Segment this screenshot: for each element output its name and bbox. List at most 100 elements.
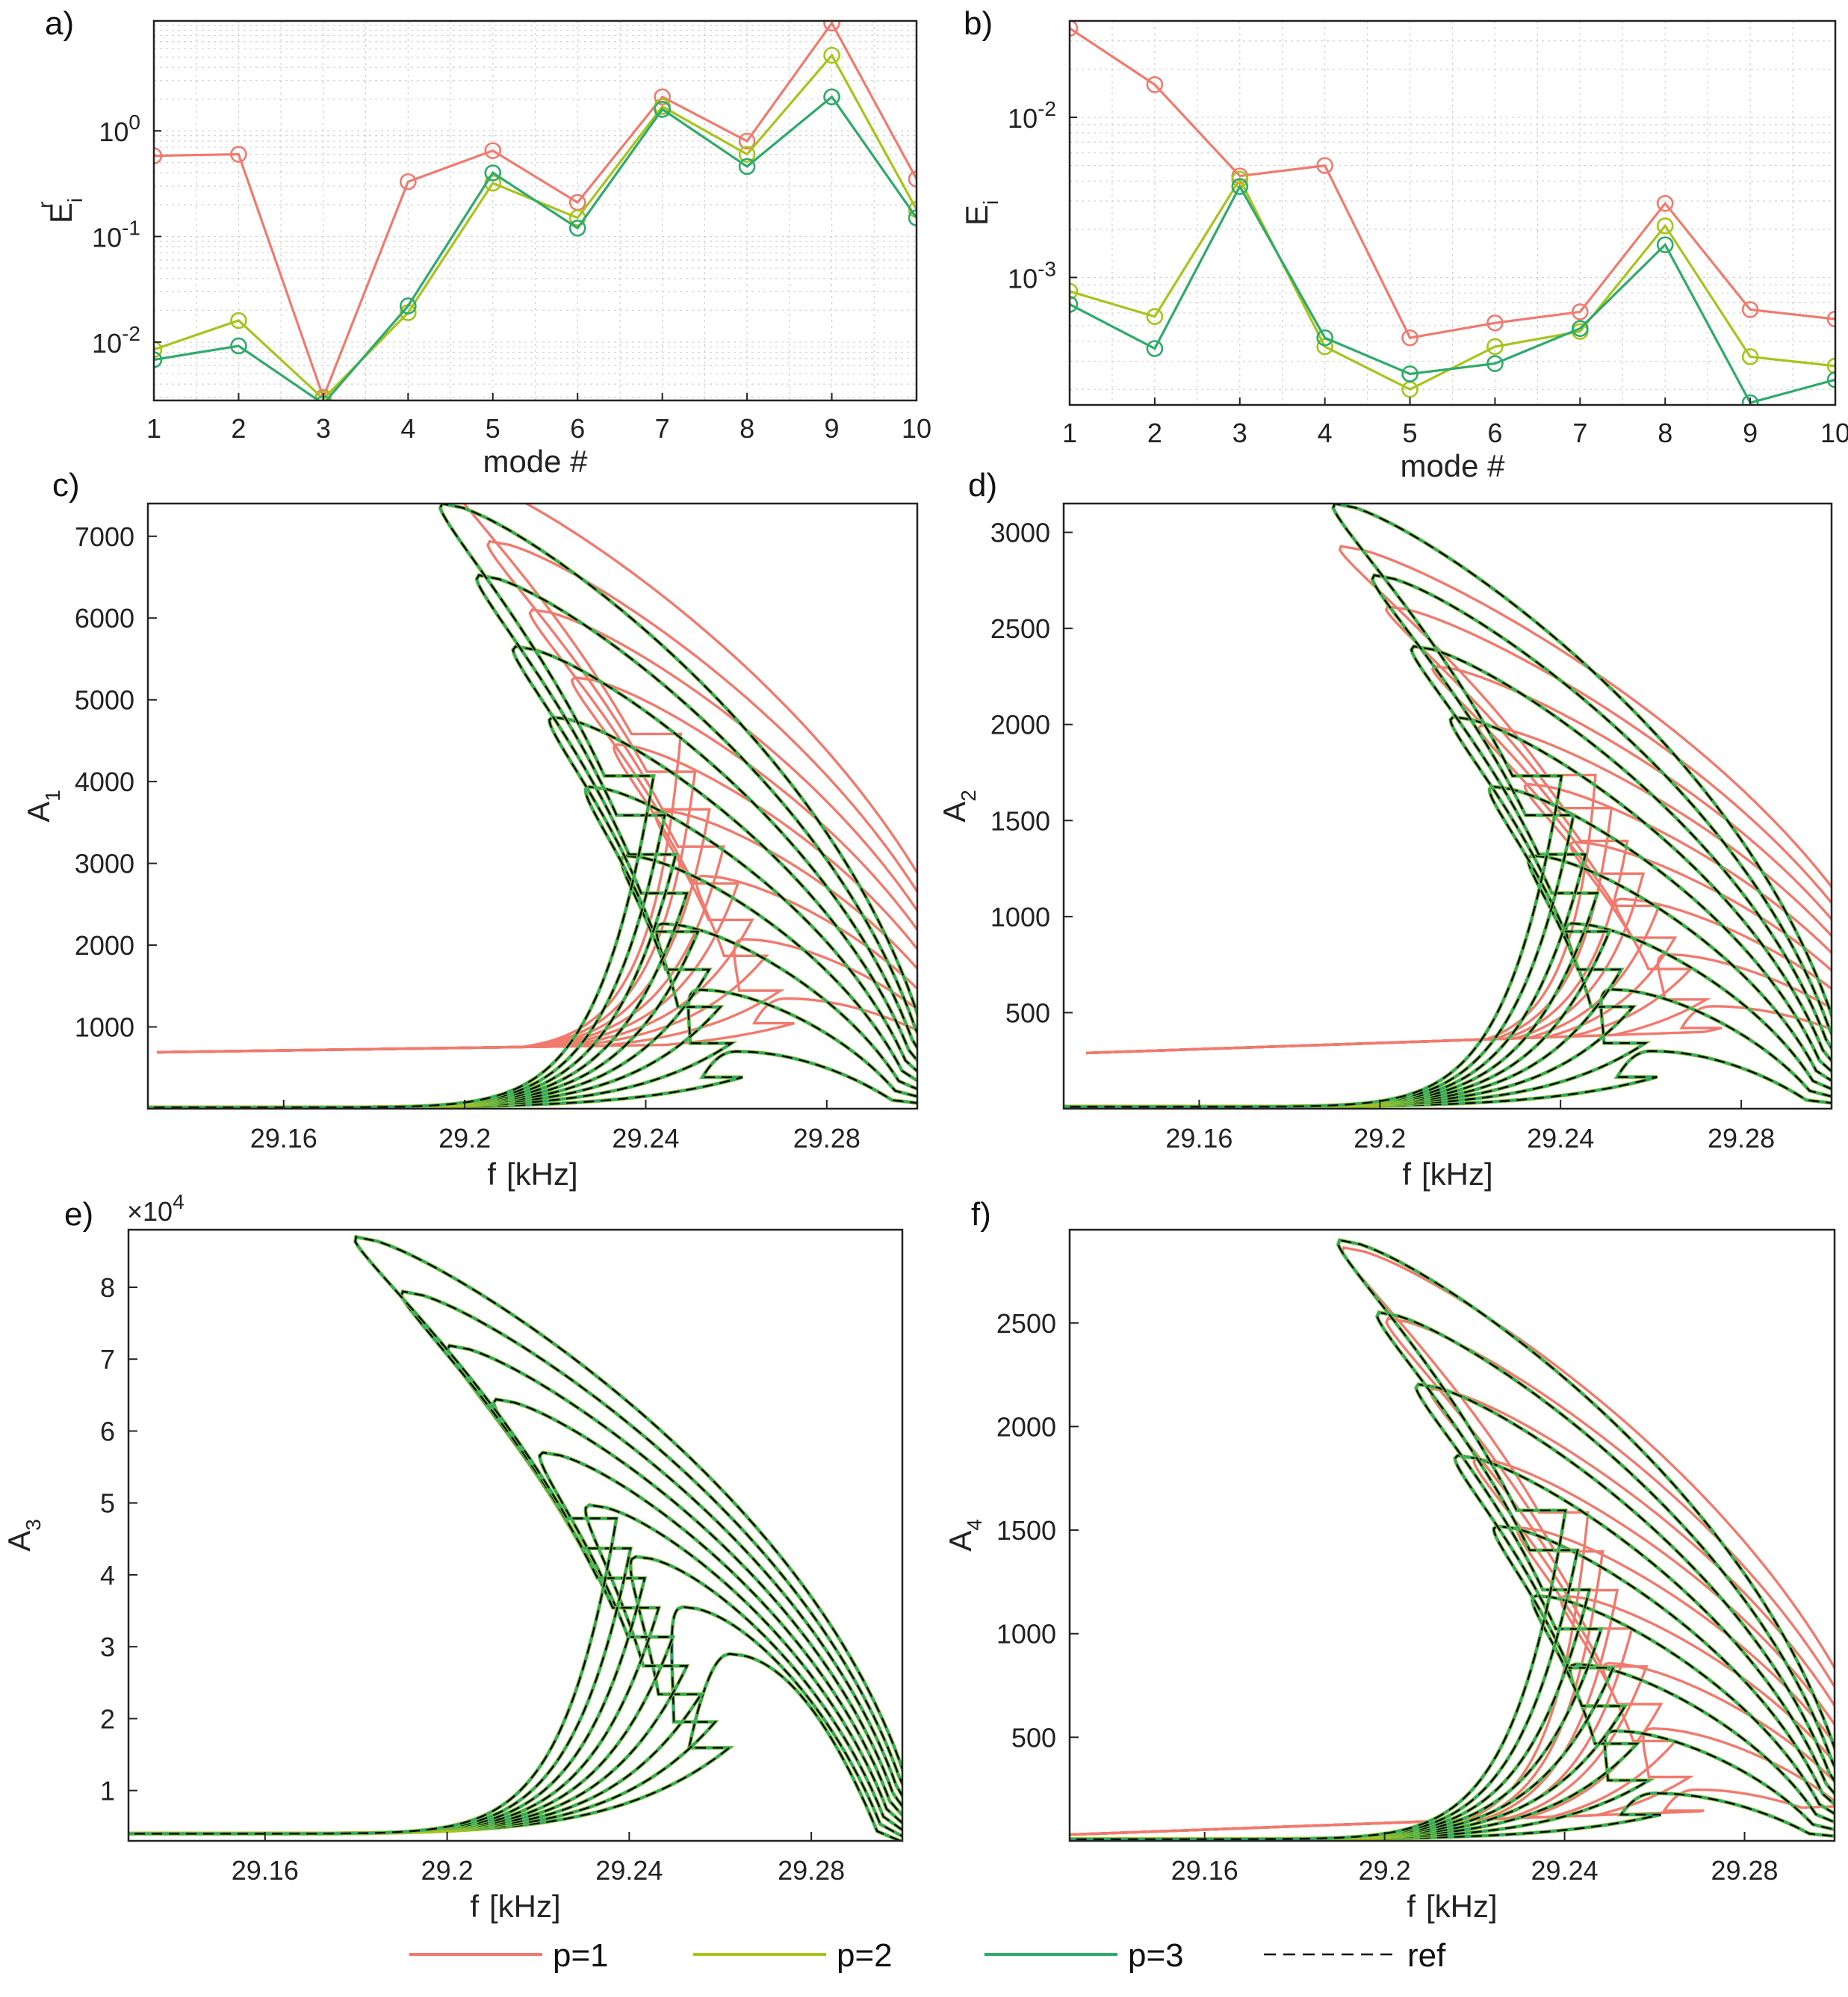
frc-curve-p1 <box>1070 1457 1835 1836</box>
frc-curve-p3 <box>148 504 917 1109</box>
panel-label: c) <box>52 467 80 504</box>
frc-curve-ref <box>1064 922 1832 1108</box>
panel-e: 29.16 29.2 29.24 29.28 1 2 3 4 5 6 7 8 ×104 f [kHz] A3 e… <box>1 1190 904 1924</box>
y-tick-label: 2000 <box>990 710 1050 740</box>
data-point-p3 <box>154 351 163 368</box>
frc-curve-p1 <box>1085 545 1832 1055</box>
frc-curve-p3 <box>1064 854 1832 1109</box>
frc-curve-ref <box>148 504 917 1109</box>
panel-c: 29.16 29.2 29.24 29.28 1000 2000 3000 4000 5000 6… <box>21 467 919 1192</box>
frc-curve-ref <box>128 1606 902 1838</box>
x-axis-label: mode # <box>1400 448 1505 483</box>
frc-curve-ref <box>1064 504 1832 1108</box>
frc-curve-ref <box>148 645 917 1109</box>
data-point-p3 <box>1826 371 1835 388</box>
y-axis-label: A1 <box>21 790 64 823</box>
frc-curve-p1 <box>1070 1526 1835 1836</box>
frc-curve-p2 <box>1064 714 1832 1109</box>
x-tick-label: 8 <box>1658 418 1672 448</box>
y-tick-label: 2000 <box>75 930 134 961</box>
frc-curve-ref <box>128 1555 902 1835</box>
data-point-p2 <box>823 46 840 64</box>
data-point-p1 <box>738 132 756 150</box>
y-tick-label: 10-3 <box>1008 257 1056 294</box>
data-point-p3 <box>1070 296 1079 313</box>
data-point-p2 <box>1656 217 1674 235</box>
panel-label: b) <box>964 5 993 42</box>
x-tick-label: 29.16 <box>250 1123 317 1154</box>
data-point-p2 <box>154 341 163 359</box>
frc-curve-p2 <box>1070 1453 1835 1841</box>
series-line-p3 <box>1070 184 1835 404</box>
frc-curve-ref <box>1070 1311 1835 1840</box>
frc-curve-p3 <box>1064 922 1832 1109</box>
data-point-p3 <box>1316 329 1333 347</box>
data-point-p3 <box>1656 236 1674 253</box>
x-tick-label: 29.16 <box>1165 1123 1232 1154</box>
y-tick-label: 1500 <box>990 805 1050 836</box>
y-tick-label: 6000 <box>75 603 134 634</box>
y-tick-label: 7 <box>100 1344 115 1375</box>
data-point-p3 <box>1486 355 1504 372</box>
x-tick-label: 7 <box>1572 418 1587 448</box>
data-point-p3 <box>654 101 671 118</box>
axes-frame <box>127 1228 904 1842</box>
frc-curve-ref <box>128 1236 902 1835</box>
axes-frame <box>1068 19 1837 406</box>
frc-curve-ref <box>148 716 917 1109</box>
frc-curve-p2 <box>148 921 917 1109</box>
x-axis-label: f [kHz] <box>470 1889 560 1924</box>
frc-curve-p3 <box>148 922 917 1109</box>
y-tick-label: 1500 <box>996 1515 1056 1546</box>
frc-curve-p2 <box>128 1555 902 1836</box>
y-tick-label: 5 <box>100 1488 115 1519</box>
data-point-p3 <box>400 297 417 315</box>
frc-curve-ref <box>128 1290 902 1835</box>
x-axis-label: f [kHz] <box>1407 1889 1497 1924</box>
frc-curve-p3 <box>1064 645 1832 1109</box>
legend-label-ref: ref <box>1407 1937 1446 1974</box>
y-tick-label: 100 <box>99 111 140 147</box>
x-tick-label: 6 <box>570 413 585 444</box>
frc-curve-p1 <box>1070 1245 1835 1836</box>
frc-curve-p1 <box>156 504 917 1054</box>
data-point-p1 <box>1656 194 1674 212</box>
y-tick-label: 1000 <box>996 1619 1056 1650</box>
y-axis-label: Ei <box>959 200 1002 226</box>
y-tick-label: 500 <box>1011 1722 1056 1753</box>
data-point-p3 <box>1572 320 1589 338</box>
x-tick-label: 29.2 <box>438 1123 491 1154</box>
frc-curve-ref <box>1064 855 1832 1108</box>
legend-label-p3: p=3 <box>1128 1937 1184 1974</box>
y-axis-label: A3 <box>1 1519 45 1552</box>
series-line-p1 <box>1070 27 1835 339</box>
frc-curve-ref <box>1070 1239 1835 1840</box>
panel-f: 29.16 29.2 29.24 29.28 500 1000 1500 2000 2500 f[… <box>943 1196 1836 1924</box>
y-tick-label: 1 <box>100 1776 115 1806</box>
x-tick-label: 29.24 <box>1531 1855 1599 1886</box>
data-point-p1 <box>1826 310 1835 328</box>
data-point-p1 <box>230 146 247 163</box>
y-tick-label: 2500 <box>990 613 1050 644</box>
data-point-p1 <box>484 142 502 159</box>
panel-b: 1 2 3 4 5 6 7 8 9 10 10-3 10-2 mode # Ei b) <box>959 5 1848 483</box>
curves-group <box>1064 504 1832 1109</box>
frc-curve-p2 <box>128 1234 902 1836</box>
data-point-p3 <box>823 88 840 105</box>
series-group <box>1070 21 1835 405</box>
frc-curve-p2 <box>1070 1238 1835 1841</box>
data-point-p1 <box>1401 329 1418 347</box>
frc-curve-p3 <box>1070 1238 1835 1841</box>
data-point-p2 <box>738 146 756 163</box>
frc-curve-ref <box>1070 1730 1835 1840</box>
data-point-p3 <box>484 164 502 182</box>
x-tick-label: 4 <box>400 413 415 444</box>
data-point-p3 <box>1231 178 1249 195</box>
data-point-p3 <box>1146 340 1164 357</box>
frc-curve-ref <box>1070 1383 1835 1840</box>
frc-curve-p3 <box>1070 1454 1835 1841</box>
frc-curve-ref <box>1070 1792 1835 1840</box>
x-tick-label: 1 <box>146 413 161 444</box>
x-tick-label: 29.24 <box>595 1855 663 1886</box>
y-tick-label: 4000 <box>75 767 134 797</box>
